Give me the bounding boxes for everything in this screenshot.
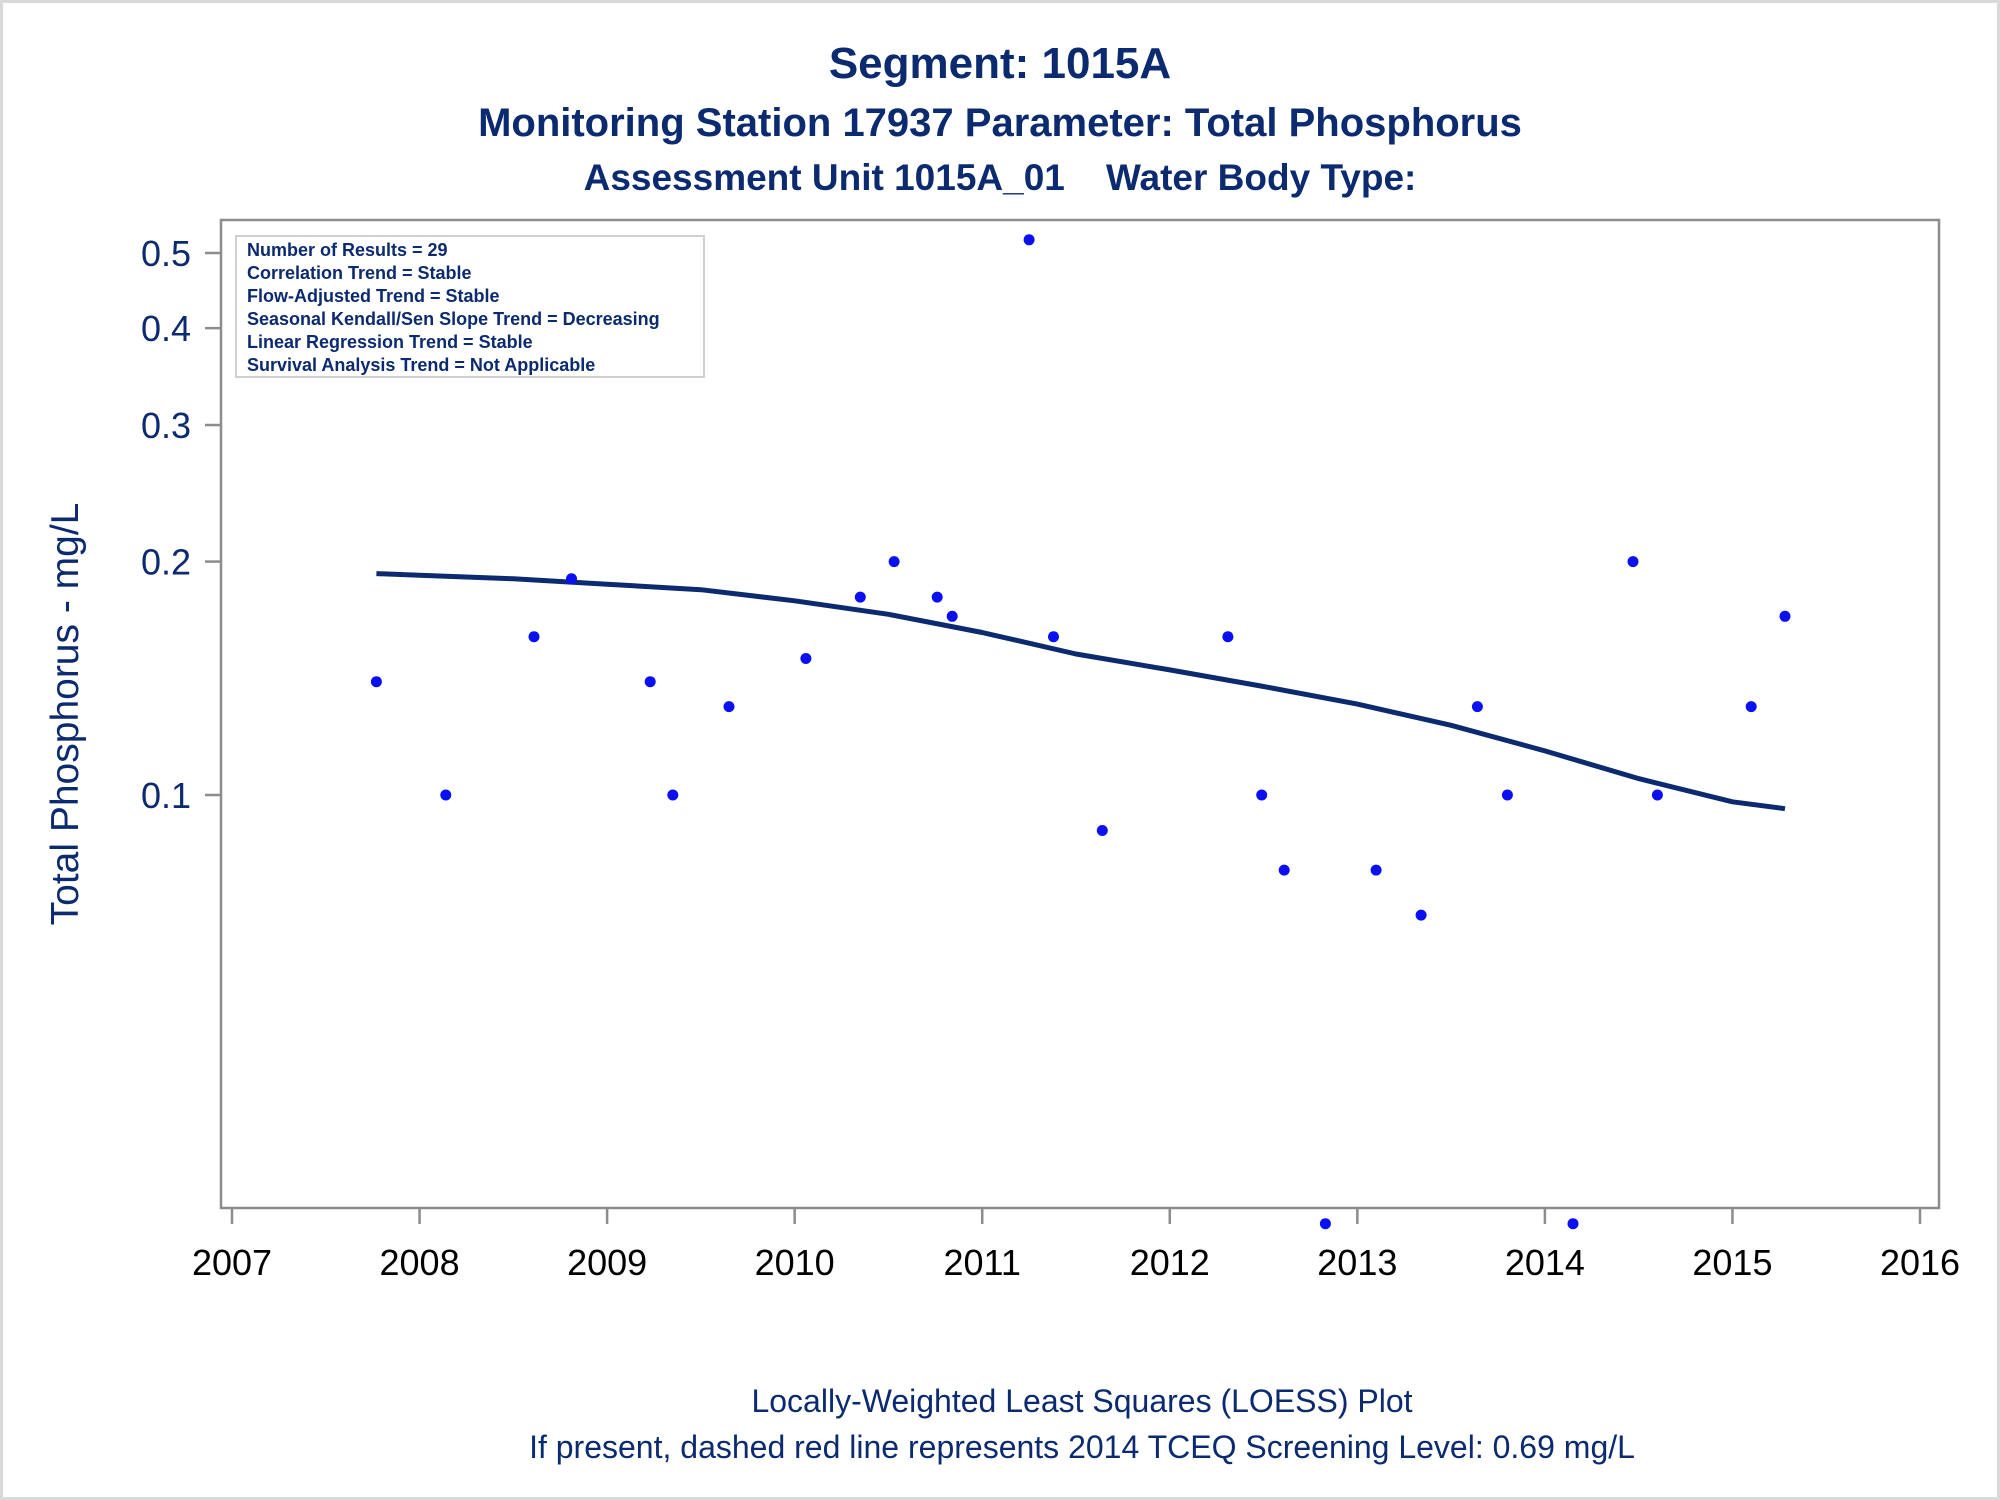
- data-point: [370, 676, 382, 688]
- data-point: [931, 591, 943, 603]
- data-point: [888, 556, 900, 568]
- data-point: [800, 653, 812, 664]
- inset-line-linear-regression: Linear Regression Trend = Stable: [247, 332, 533, 352]
- x-tick-label: 2010: [755, 1242, 835, 1283]
- data-points: [370, 234, 1791, 1230]
- data-point: [1256, 789, 1268, 801]
- y-tick-label: 0.1: [141, 775, 191, 816]
- data-point: [1278, 864, 1290, 876]
- inset-line-flow-adjusted: Flow-Adjusted Trend = Stable: [247, 286, 500, 306]
- x-tick-label: 2015: [1692, 1242, 1772, 1283]
- y-tick-label: 0.4: [141, 308, 191, 349]
- data-point: [1370, 864, 1382, 876]
- x-tick-label: 2008: [380, 1242, 460, 1283]
- x-tick-label: 2011: [944, 1242, 1021, 1283]
- data-point: [946, 610, 958, 622]
- chart-subtitle-2: Assessment Unit 1015A_01 Water Body Type…: [584, 157, 1417, 198]
- data-point: [723, 701, 735, 713]
- x-tick-label: 2007: [192, 1242, 272, 1283]
- x-tick-label: 2014: [1505, 1242, 1585, 1283]
- data-point: [566, 573, 577, 585]
- data-point: [1779, 610, 1791, 622]
- inset-line-seasonal-kendall: Seasonal Kendall/Sen Slope Trend = Decre…: [247, 309, 660, 329]
- data-point: [1567, 1218, 1579, 1230]
- data-point: [1319, 1218, 1331, 1230]
- plot-area: [219, 218, 1941, 1210]
- stats-inset: Number of Results = 29 Correlation Trend…: [235, 235, 705, 378]
- data-point: [1471, 701, 1483, 713]
- data-point: [1501, 789, 1513, 801]
- data-point: [667, 789, 679, 801]
- data-point: [528, 631, 540, 643]
- x-axis-ticks: 2007 2008 2009 2010 2011 2012 2013 2014 2015 2016: [192, 1208, 1960, 1283]
- x-tick-label: 2012: [1130, 1242, 1210, 1283]
- chart-subtitle: Monitoring Station 17937 Parameter: Tota…: [478, 101, 1522, 145]
- footnote-loess: Locally-Weighted Least Squares (LOESS) P…: [751, 1383, 1412, 1419]
- data-point: [1415, 909, 1427, 921]
- data-point: [854, 591, 866, 603]
- inset-line-results: Number of Results = 29: [247, 240, 448, 260]
- data-point: [1222, 631, 1234, 643]
- x-tick-label: 2013: [1317, 1242, 1397, 1283]
- loess-line: [376, 571, 1786, 812]
- y-axis-ticks: 0.1 0.2 0.3 0.4 0.5: [141, 233, 221, 816]
- y-tick-label: 0.3: [141, 405, 191, 446]
- stats-inset-box: [235, 235, 705, 378]
- x-tick-label: 2009: [567, 1242, 647, 1283]
- data-point: [1745, 701, 1757, 713]
- data-point: [644, 676, 656, 688]
- y-axis-label: Total Phosphorus - mg/L: [44, 503, 87, 926]
- inset-line-survival: Survival Analysis Trend = Not Applicable: [247, 355, 595, 375]
- data-point: [1096, 825, 1108, 836]
- data-point: [1627, 556, 1639, 568]
- chart-title: Segment: 1015A: [829, 39, 1171, 88]
- data-point: [1048, 631, 1059, 643]
- y-tick-label: 0.5: [141, 233, 191, 274]
- data-point: [1023, 234, 1035, 246]
- data-point: [440, 789, 452, 801]
- inset-line-correlation: Correlation Trend = Stable: [247, 263, 472, 283]
- y-tick-label: 0.2: [141, 542, 191, 583]
- footnote-screening-level: If present, dashed red line represents 2…: [529, 1429, 1635, 1465]
- data-point: [1651, 789, 1663, 801]
- x-tick-label: 2016: [1880, 1242, 1960, 1283]
